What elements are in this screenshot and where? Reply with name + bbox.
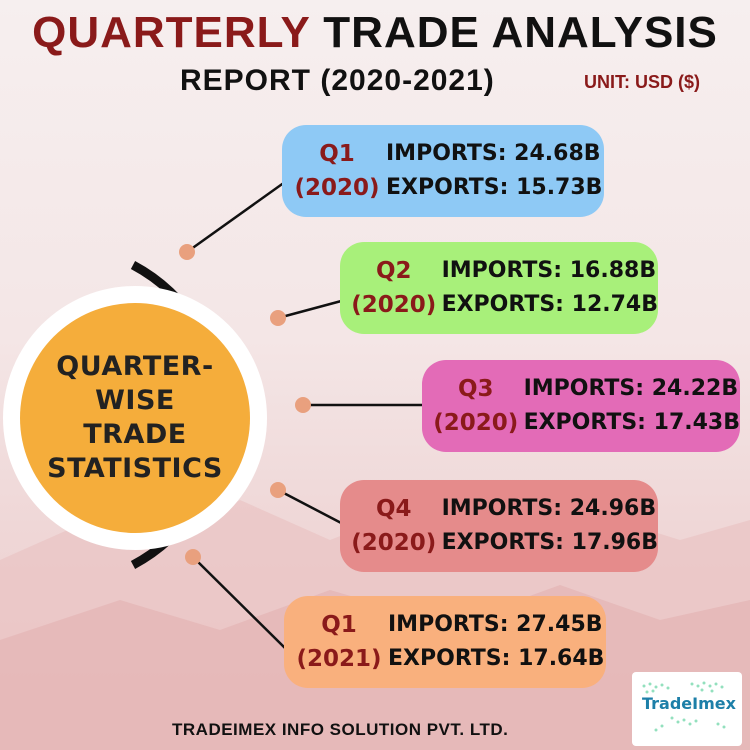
imports-value: IMPORTS: 27.45B xyxy=(388,612,603,637)
connector-dot-2 xyxy=(270,310,286,326)
hub-line-3: STATISTICS xyxy=(47,453,223,484)
logo-text: TradeImex xyxy=(642,694,736,713)
hub-line-2: TRADE xyxy=(83,419,187,450)
connector-dot-4 xyxy=(270,482,286,498)
hub-line-1: QUARTER-WISE xyxy=(56,351,214,416)
title-rest: TRADE ANALYSIS xyxy=(323,8,718,57)
company-footer: TRADEIMEX INFO SOLUTION PVT. LTD. xyxy=(172,720,509,739)
quarter-year: (2020) xyxy=(351,530,437,556)
imports-value: IMPORTS: 24.68B xyxy=(386,141,601,166)
quarter-card-q2-2020: Q2 (2020) IMPORTS: 16.88B EXPORTS: 12.74… xyxy=(340,242,658,334)
connector-dot-3 xyxy=(295,397,311,413)
page-title: QUARTERLY TRADE ANALYSIS xyxy=(0,8,750,58)
tradeimex-logo: TradeImex xyxy=(632,672,742,746)
quarter-label: Q1 (2021) xyxy=(294,608,384,676)
trade-values: IMPORTS: 27.45B EXPORTS: 17.64B xyxy=(388,608,604,676)
unit-label: UNIT: USD ($) xyxy=(584,72,700,92)
quarter-label: Q2 (2020) xyxy=(350,254,438,322)
connector-line-2 xyxy=(277,298,346,320)
trade-values: IMPORTS: 24.68B EXPORTS: 15.73B xyxy=(386,137,602,205)
title-highlight: QUARTERLY xyxy=(32,8,311,57)
trade-values: IMPORTS: 24.22B EXPORTS: 17.43B xyxy=(524,372,740,440)
quarter-label: Q4 (2020) xyxy=(350,492,438,560)
world-map-dots-icon xyxy=(642,681,726,732)
exports-value: EXPORTS: 15.73B xyxy=(386,175,603,200)
connector-dot-1 xyxy=(179,244,195,260)
exports-value: EXPORTS: 12.74B xyxy=(441,292,658,317)
connector-line-5 xyxy=(192,556,288,651)
exports-value: EXPORTS: 17.64B xyxy=(388,646,605,671)
connector-line-1 xyxy=(186,180,286,254)
quarter-name: Q3 xyxy=(458,376,494,402)
exports-value: EXPORTS: 17.43B xyxy=(523,410,740,435)
quarter-year: (2020) xyxy=(351,292,437,318)
hub-label: QUARTER-WISE TRADE STATISTICS xyxy=(20,303,250,533)
quarter-name: Q2 xyxy=(376,258,412,284)
quarter-year: (2020) xyxy=(294,175,380,201)
connector-dot-5 xyxy=(185,549,201,565)
quarter-card-q3-2020: Q3 (2020) IMPORTS: 24.22B EXPORTS: 17.43… xyxy=(422,360,740,452)
quarter-card-q1-2020: Q1 (2020) IMPORTS: 24.68B EXPORTS: 15.73… xyxy=(282,125,604,217)
quarter-year: (2020) xyxy=(433,410,519,436)
quarter-name: Q1 xyxy=(319,141,355,167)
quarter-card-q1-2021: Q1 (2021) IMPORTS: 27.45B EXPORTS: 17.64… xyxy=(284,596,606,688)
imports-value: IMPORTS: 24.96B xyxy=(441,496,657,521)
quarter-year: (2021) xyxy=(296,646,382,672)
imports-value: IMPORTS: 16.88B xyxy=(441,258,657,283)
quarter-name: Q4 xyxy=(376,496,412,522)
trade-values: IMPORTS: 16.88B EXPORTS: 12.74B xyxy=(442,254,658,322)
quarter-label: Q3 (2020) xyxy=(432,372,520,440)
quarter-card-q4-2020: Q4 (2020) IMPORTS: 24.96B EXPORTS: 17.96… xyxy=(340,480,658,572)
trade-values: IMPORTS: 24.96B EXPORTS: 17.96B xyxy=(442,492,658,560)
quarter-name: Q1 xyxy=(321,612,357,638)
connector-line-4 xyxy=(277,488,346,527)
connector-dots xyxy=(179,244,311,565)
exports-value: EXPORTS: 17.96B xyxy=(441,530,658,555)
imports-value: IMPORTS: 24.22B xyxy=(523,376,739,401)
quarter-label: Q1 (2020) xyxy=(292,137,382,205)
connector-lines xyxy=(186,180,425,651)
page-subtitle: REPORT (2020-2021) xyxy=(180,64,495,97)
hub-circle: QUARTER-WISE TRADE STATISTICS xyxy=(3,286,267,550)
